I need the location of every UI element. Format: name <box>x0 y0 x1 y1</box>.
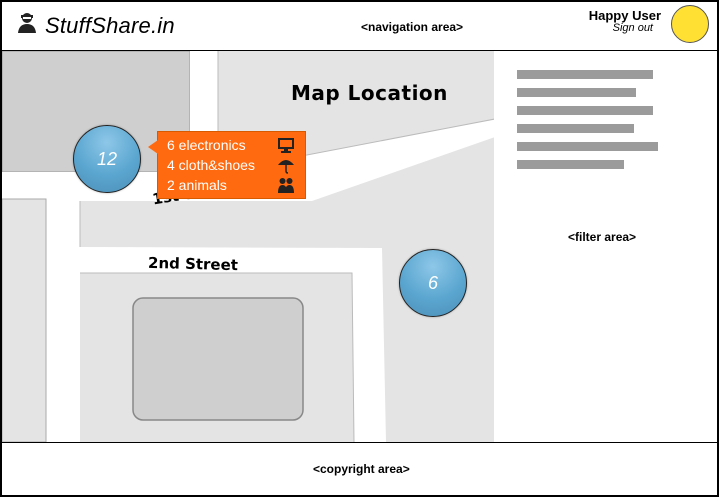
popup-item-label: 2 animals <box>167 177 227 193</box>
popup-item-cloth-shoes[interactable]: 4 cloth&shoes <box>167 155 255 175</box>
filter-line <box>517 142 658 151</box>
filter-line <box>517 124 634 133</box>
cluster-popup[interactable]: 6 electronics 4 cloth&shoes 2 animals <box>148 131 306 199</box>
popup-item-electronics[interactable]: 6 electronics <box>167 135 246 155</box>
avatar[interactable] <box>671 5 709 43</box>
map-area[interactable]: Map Location 1st Street 2nd Street 12 6 … <box>0 50 495 443</box>
cluster-count: 6 <box>427 272 438 293</box>
filter-area-label: <filter area> <box>568 230 637 244</box>
popup-item-label: 6 electronics <box>167 137 246 153</box>
map-background <box>2 51 494 442</box>
map-cluster-marker[interactable]: 12 <box>73 125 141 193</box>
sign-out-link[interactable]: Sign out <box>612 22 653 34</box>
cluster-count: 12 <box>96 148 118 169</box>
copyright-area-label: <copyright area> <box>313 462 410 476</box>
popup-item-label: 4 cloth&shoes <box>167 157 255 173</box>
filter-placeholder-lines <box>517 70 658 178</box>
umbrella-icon <box>278 160 294 174</box>
navigation-area-label: <navigation area> <box>361 20 464 34</box>
navigation-bar: <navigation area> Happy User Sign out <box>181 0 719 51</box>
street-label-2: 2nd Street <box>147 253 239 275</box>
logo-area: StuffShare.in <box>0 0 182 51</box>
popup-item-animals[interactable]: 2 animals <box>167 175 227 195</box>
filter-line <box>517 160 624 169</box>
footer: <copyright area> <box>0 442 719 497</box>
filter-line <box>517 106 653 115</box>
filter-line <box>517 88 636 97</box>
people-icon <box>278 178 294 193</box>
map-title: Map Location <box>291 81 448 105</box>
logo-text[interactable]: StuffShare.in <box>45 13 175 38</box>
user-name: Happy User <box>588 8 661 23</box>
filter-panel: <filter area> <box>494 50 719 443</box>
map-cluster-marker[interactable]: 6 <box>399 249 467 317</box>
monitor-icon <box>278 138 294 153</box>
filter-line <box>517 70 653 79</box>
user-silhouette-icon <box>18 13 36 33</box>
